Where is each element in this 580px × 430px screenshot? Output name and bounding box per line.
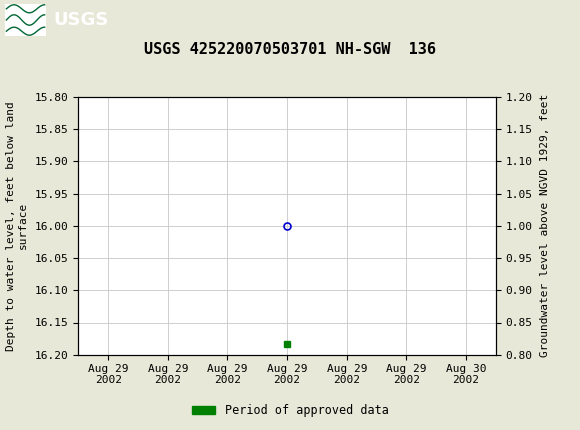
Y-axis label: Groundwater level above NGVD 1929, feet: Groundwater level above NGVD 1929, feet [539,94,550,357]
Text: USGS 425220070503701 NH-SGW  136: USGS 425220070503701 NH-SGW 136 [144,42,436,57]
Text: USGS: USGS [53,11,108,29]
Y-axis label: Depth to water level, feet below land
surface: Depth to water level, feet below land su… [6,101,28,350]
FancyBboxPatch shape [5,3,46,37]
Legend: Period of approved data: Period of approved data [187,399,393,422]
